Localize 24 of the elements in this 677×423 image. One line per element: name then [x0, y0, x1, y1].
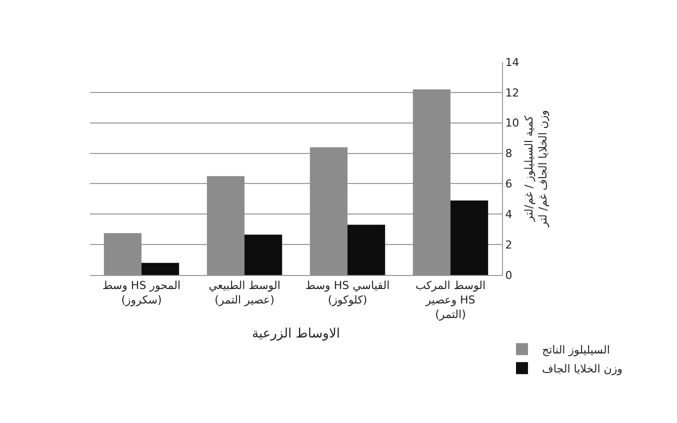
x-tick-label: الوسط المركب وعصير HS (التمر) — [415, 279, 486, 321]
bar — [412, 89, 450, 275]
y-tick-label: 10 — [505, 116, 520, 130]
bar — [206, 176, 244, 275]
bar — [142, 262, 180, 275]
y-tick-label: 14 — [505, 56, 520, 69]
x-axis-title: الاوساط الزرعية — [252, 326, 340, 342]
x-tick-label: الوسط الطبيعي (عصير التمر) — [208, 279, 280, 306]
bar — [450, 200, 488, 275]
legend-label: السيليلوز الناتج — [542, 343, 610, 356]
bar — [104, 233, 142, 275]
y-tick-label: 12 — [505, 86, 520, 100]
bar — [244, 234, 282, 275]
y-tick-label: 0 — [505, 268, 512, 282]
y-tick-label: 8 — [505, 147, 512, 160]
x-tick-label: وسط HS المحور (سكروز) — [102, 279, 181, 306]
bar — [348, 224, 386, 275]
legend-label: وزن الخلايا الجاف — [542, 362, 622, 376]
y-tick-label: 2 — [505, 238, 512, 252]
bar — [310, 147, 348, 275]
y-tick-label: 6 — [505, 178, 512, 191]
y-axis-title: كمية السيليلوز / غم/لتر وزن الخلايا الجاف غم/ لتر — [522, 110, 550, 228]
x-tick-label: وسط HS القياسي (كلوكوز) — [305, 279, 390, 306]
y-tick-label: 4 — [505, 208, 512, 221]
